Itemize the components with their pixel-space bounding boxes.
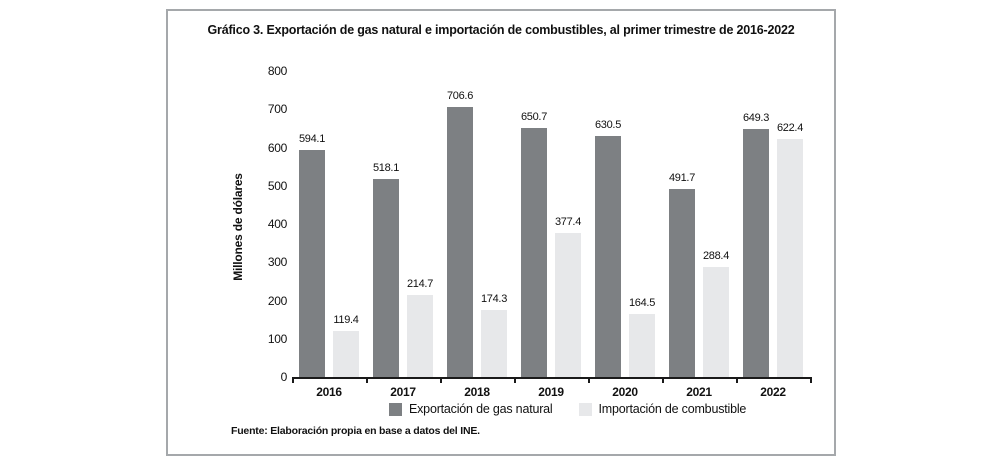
x-category-label-2022: 2022	[760, 385, 786, 399]
bar-export-2021	[669, 189, 695, 377]
x-category-label-2018: 2018	[464, 385, 490, 399]
x-axis-tick	[292, 377, 294, 383]
legend-swatch-export	[389, 402, 402, 416]
legend-label: Exportación de gas natural	[409, 402, 553, 416]
bar-export-2019	[521, 128, 547, 377]
y-tick-label: 800	[267, 64, 287, 78]
bar-export-2018	[447, 107, 473, 377]
y-tick-label: 700	[267, 102, 287, 117]
legend-item-export: Exportación de gas natural	[389, 402, 553, 416]
y-tick-label: 200	[267, 293, 287, 308]
x-category-label-2017: 2017	[390, 385, 416, 399]
bar-value-label: 706.6	[446, 90, 474, 102]
x-axis-tick	[366, 377, 368, 383]
bar-value-label: 377.4	[554, 216, 582, 228]
bar-chart-plot-area: 0 100 200 300 400 500 600 700 800 594.1 518.1 706.6…	[168, 11, 834, 454]
y-tick-label: 600	[267, 140, 287, 155]
y-tick-label: 300	[267, 255, 287, 270]
x-axis-tick	[514, 377, 516, 383]
y-tick-label: 0	[280, 370, 288, 384]
legend-item-import: Importación de combustible	[578, 402, 747, 416]
bar-value-label: 119.4	[333, 314, 359, 326]
bar-value-label: 650.7	[520, 111, 548, 123]
bar-export-2022	[743, 129, 769, 377]
x-axis-tick	[662, 377, 664, 383]
legend-label: Importación de combustible	[598, 402, 747, 416]
y-tick-label: 400	[267, 217, 287, 231]
bar-import-2022	[777, 139, 803, 377]
bar-value-label: 622.4	[776, 122, 804, 134]
x-axis-tick	[810, 377, 812, 383]
bar-import-2016	[333, 331, 359, 377]
bar-import-2021	[703, 267, 729, 377]
bar-export-2016	[299, 150, 325, 377]
bar-value-label: 594.1	[298, 133, 326, 145]
bar-value-label: 164.5	[628, 297, 656, 309]
source-note: Fuente: Elaboración propia en base a dat…	[231, 425, 480, 437]
x-category-label-2016: 2016	[316, 385, 342, 399]
bar-value-label: 518.1	[372, 162, 400, 174]
x-axis-tick	[736, 377, 738, 383]
bar-export-2020	[595, 136, 621, 377]
bar-import-2020	[629, 314, 655, 377]
bar-value-label: 491.7	[668, 172, 696, 184]
chart-frame: Gráfico 3. Exportación de gas natural e …	[166, 9, 836, 456]
chart-title: Gráfico 3. Exportación de gas natural e …	[207, 23, 795, 37]
x-axis-line	[292, 377, 812, 379]
bar-export-2017	[373, 179, 399, 377]
x-category-label-2021: 2021	[686, 385, 712, 399]
bar-value-label: 288.4	[702, 250, 730, 262]
y-tick-label: 100	[267, 331, 287, 346]
y-tick-label: 500	[267, 178, 287, 193]
bar-value-label: 649.3	[742, 112, 770, 124]
x-axis-tick	[588, 377, 590, 383]
bar-import-2018	[481, 310, 507, 377]
legend-swatch-import	[578, 402, 592, 416]
chart-legend: Exportación de gas natural Importación de…	[389, 402, 746, 416]
x-category-label-2019: 2019	[538, 385, 564, 399]
bar-value-label: 214.7	[406, 278, 434, 290]
x-axis-tick	[440, 377, 442, 383]
bar-value-label: 630.5	[594, 119, 622, 131]
bar-import-2017	[407, 295, 433, 377]
bar-import-2019	[555, 233, 581, 377]
bar-value-label: 174.3	[480, 293, 508, 305]
x-category-label-2020: 2020	[612, 385, 638, 399]
